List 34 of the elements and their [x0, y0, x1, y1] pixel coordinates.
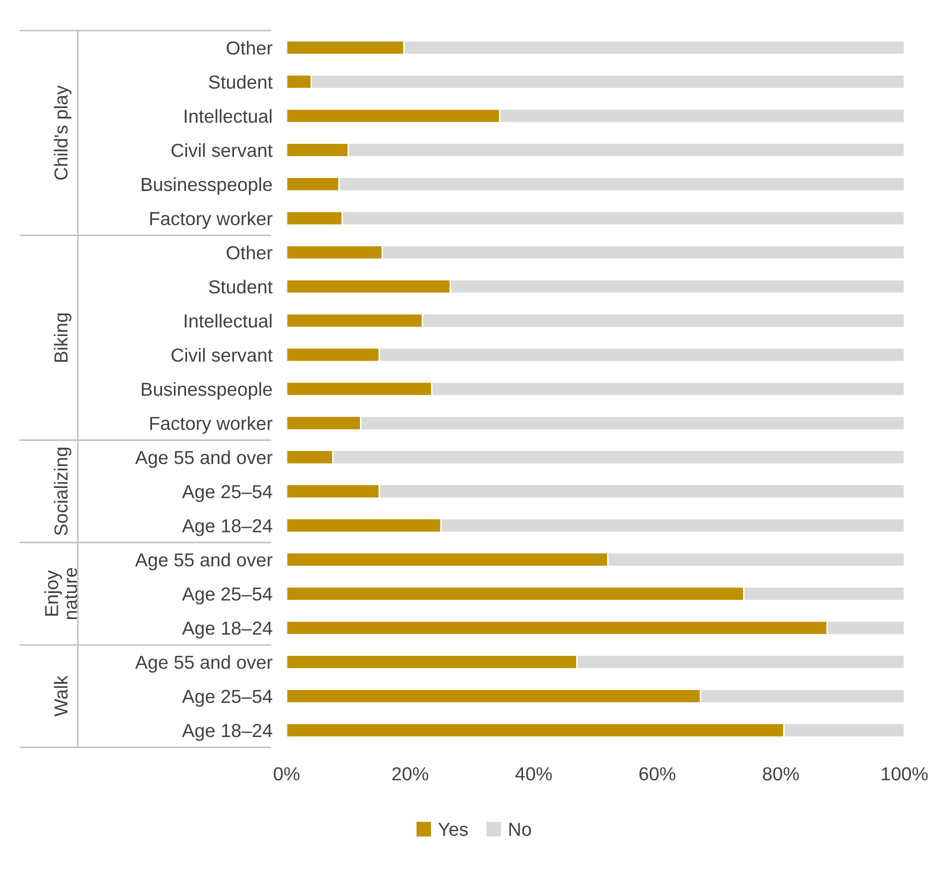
y-tick-label: Factory worker	[150, 212, 272, 229]
y-tick-label: Student	[208, 74, 273, 89]
y-tick-label: Age 18–24	[182, 724, 272, 741]
y-tick-label: Civil servant	[172, 348, 273, 362]
text: Enjoy nature	[44, 568, 78, 620]
y-tick-label: Intellectual	[184, 314, 272, 328]
y-tick-label: Other	[226, 246, 272, 260]
legend-label: No	[509, 822, 531, 836]
y-tick-label: Age 55 and over	[135, 552, 272, 570]
y-tick-label: Age 55 and over	[135, 655, 272, 673]
y-tick-label: Factory worker	[150, 416, 272, 434]
x-tick-label: 20%	[392, 767, 428, 780]
y-tick-label: Businesspeople	[142, 382, 272, 400]
x-tick-label: 0%	[274, 767, 300, 780]
x-tick-label: 80%	[762, 767, 799, 780]
y-tick-label: Intellectual	[184, 109, 272, 123]
y-tick-label: Age 18–24	[182, 519, 272, 536]
text: Biking	[54, 313, 72, 362]
y-tick-label: Other	[226, 40, 272, 55]
y-tick-label: Businesspeople	[142, 177, 272, 195]
text: Socializing	[54, 448, 72, 536]
y-tick-label: Age 18–24	[182, 622, 272, 639]
x-tick-label: 40%	[515, 767, 552, 780]
y-tick-label: Civil servant	[172, 143, 273, 158]
y-tick-label: Age 25–54	[182, 485, 272, 502]
legend-label: Yes	[438, 822, 468, 836]
y-tick-label: Age 25–54	[182, 587, 272, 604]
x-tick-label: 100%	[882, 767, 928, 780]
text: Walk	[54, 676, 68, 716]
x-tick-label: 60%	[639, 767, 676, 780]
text: Child's play	[54, 85, 72, 180]
y-tick-label: Age 25–54	[182, 690, 272, 707]
y-tick-label: Age 55 and over	[135, 450, 272, 468]
y-tick-label: Student	[208, 280, 273, 294]
